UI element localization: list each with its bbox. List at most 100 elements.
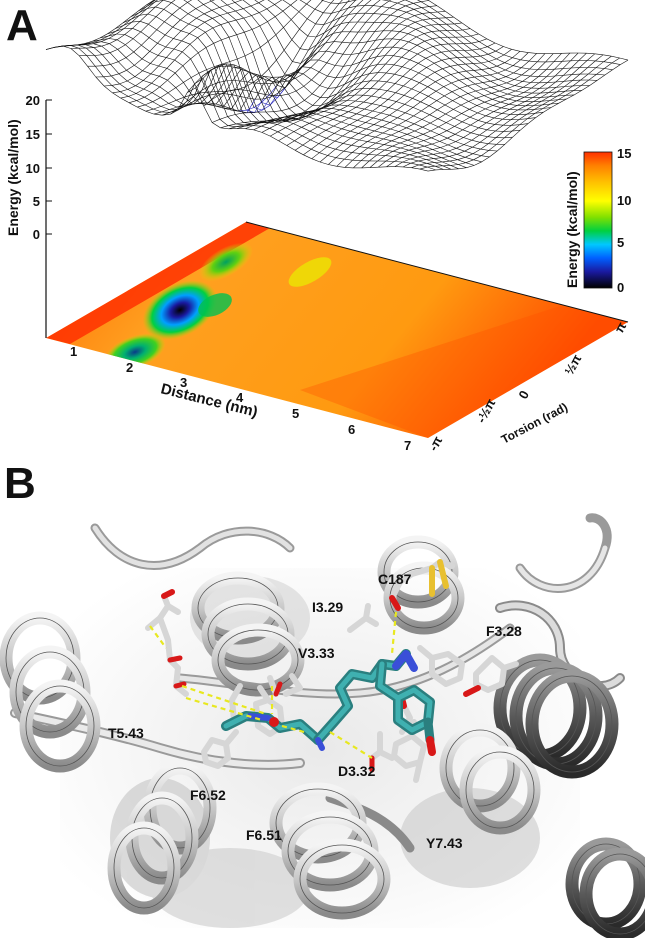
wireframe-segment — [478, 41, 488, 47]
wireframe-segment — [382, 122, 391, 127]
wireframe-segment — [319, 155, 328, 163]
wireframe-segment — [461, 109, 470, 114]
wireframe-segment — [603, 55, 612, 62]
wireframe-segment — [352, 159, 362, 161]
wireframe-segment — [414, 21, 424, 27]
helix-upper — [191, 571, 305, 697]
wireframe-segment — [410, 63, 419, 70]
wireframe-segment — [163, 9, 173, 15]
wireframe-segment — [574, 90, 582, 96]
wireframe-segment — [335, 143, 344, 150]
wireframe-segment — [332, 115, 341, 120]
wireframe-segment — [174, 51, 183, 61]
wireframe-segment — [428, 90, 437, 97]
wireframe-segment — [358, 128, 367, 134]
wireframe-segment — [323, 108, 332, 112]
wireframe-segment — [495, 46, 504, 52]
wireframe-segment — [309, 123, 318, 128]
wireframe-segment — [357, 115, 366, 121]
wireframe-segment — [421, 119, 431, 124]
wireframe-segment — [300, 114, 309, 118]
wireframe-segment — [537, 61, 546, 70]
wireframe-segment — [357, 122, 366, 128]
wireframe-segment — [101, 43, 110, 47]
wireframe-segment — [434, 68, 443, 73]
wireframe-segment — [294, 66, 303, 73]
wireframe-segment — [308, 44, 317, 57]
wireframe-segment — [401, 56, 410, 61]
wireframe-segment — [329, 93, 338, 103]
wireframe-segment — [261, 102, 271, 106]
wireframe-segment — [211, 7, 220, 11]
wireframe-segment — [450, 164, 459, 166]
wireframe-segment — [360, 147, 369, 154]
wireframe-segment — [446, 122, 455, 127]
wireframe-segment — [272, 95, 282, 111]
wireframe-segment — [111, 73, 119, 77]
wireframe-segment — [407, 21, 416, 27]
wireframe-segment — [311, 93, 321, 98]
wireframe-segment — [530, 69, 539, 77]
wireframe-segment — [441, 58, 450, 61]
wireframe-segment — [410, 78, 420, 83]
wireframe-segment — [415, 19, 423, 23]
wireframe-segment — [112, 92, 121, 99]
wireframe-segment — [473, 63, 482, 70]
wireframe-segment — [480, 143, 489, 150]
wireframe-segment — [151, 86, 160, 93]
wireframe-segment — [527, 113, 536, 119]
wireframe-segment — [208, 93, 217, 96]
wireframe-segment — [437, 104, 446, 111]
wireframe-segment — [400, 47, 410, 51]
wireframe-segment — [324, 113, 333, 117]
wireframe-segment — [316, 116, 325, 121]
wireframe-segment — [549, 99, 559, 101]
wireframe-segment — [489, 74, 499, 80]
wireframe-segment — [400, 33, 409, 40]
wireframe-segment — [522, 81, 531, 83]
wireframe-segment — [368, 64, 378, 67]
wireframe-segment — [411, 88, 421, 93]
wireframe-segment — [437, 11, 446, 13]
wireframe-segment — [471, 49, 481, 57]
wireframe-segment — [304, 100, 313, 106]
wireframe-segment — [363, 95, 372, 103]
wireframe-segment — [327, 155, 337, 158]
wireframe-segment — [389, 109, 398, 116]
wireframe-segment — [562, 60, 571, 69]
wireframe-segment — [95, 76, 105, 87]
wireframe-segment — [411, 167, 420, 170]
wireframe-segment — [429, 114, 439, 119]
wireframe-segment — [533, 104, 543, 106]
wireframe-segment — [385, 63, 394, 66]
wireframe-segment — [397, 117, 406, 121]
wireframe-segment — [126, 65, 135, 71]
wireframe-segment — [432, 37, 441, 40]
wireframe-segment — [124, 34, 134, 39]
wireframe-segment — [218, 94, 228, 117]
wireframe-segment — [466, 70, 474, 72]
wireframe-segment — [456, 150, 465, 155]
wireframe-segment — [178, 101, 187, 108]
wireframe-segment — [414, 119, 423, 125]
wireframe-segment — [267, 21, 277, 35]
wireframe-segment — [274, 4, 284, 12]
wireframe-segment — [371, 95, 380, 98]
wireframe-segment — [334, 52, 343, 55]
wireframe-segment — [162, 112, 171, 116]
wireframe-segment — [157, 34, 166, 44]
wireframe-segment — [523, 87, 532, 89]
wireframe-segment — [252, 122, 261, 126]
wireframe-segment — [519, 118, 528, 125]
wireframe-segment — [381, 6, 390, 9]
wireframe-segment — [491, 93, 501, 97]
wireframe-segment — [498, 76, 506, 80]
wireframe-segment — [309, 130, 319, 136]
wireframe-segment — [381, 0, 390, 7]
wireframe-segment — [270, 81, 280, 98]
wireframe-segment — [335, 76, 345, 79]
wireframe-segment — [234, 89, 244, 114]
wireframe-segment — [460, 93, 469, 97]
wireframe-segment — [116, 28, 125, 35]
wireframe-segment — [211, 122, 221, 129]
